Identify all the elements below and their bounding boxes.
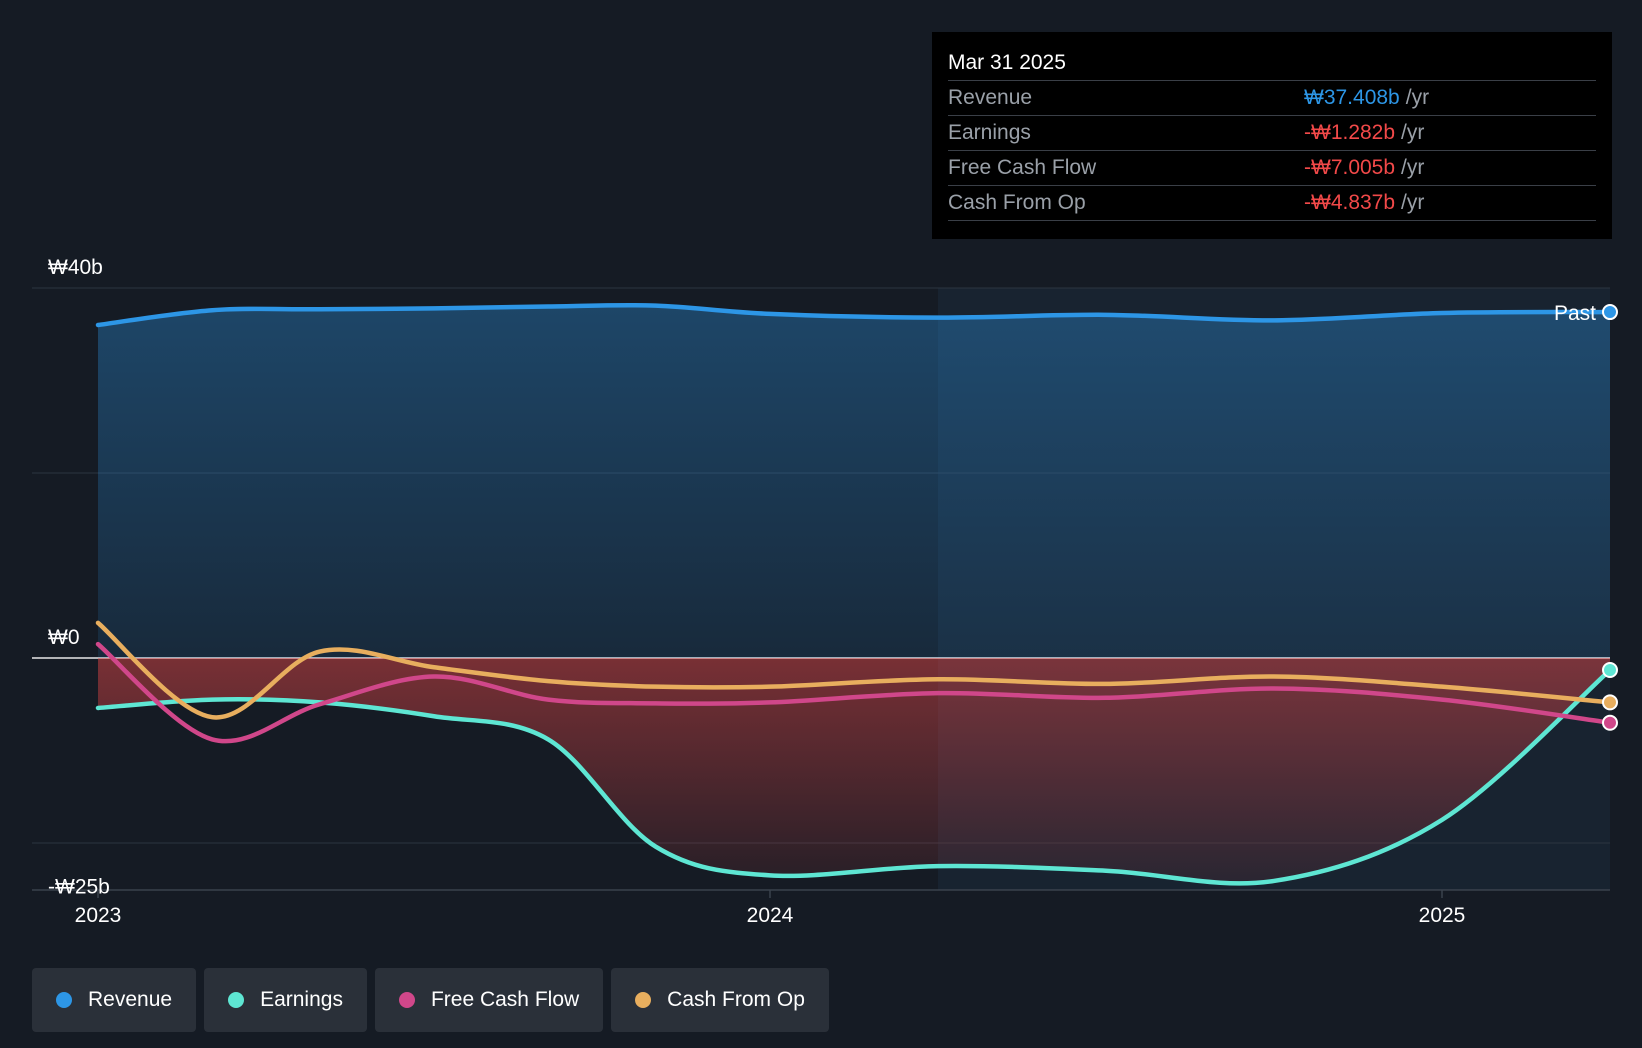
legend-item-earnings[interactable]: Earnings	[204, 968, 367, 1032]
tooltip-label: Earnings	[948, 121, 1031, 144]
y-tick-label: -₩25b	[48, 875, 110, 898]
legend-dot-icon	[635, 992, 652, 1008]
legend-dot-icon	[56, 992, 72, 1008]
legend-item-revenue[interactable]: Revenue	[32, 968, 197, 1032]
x-tick-label: 2025	[1419, 904, 1466, 927]
free-cash-flow-line	[95, 641, 1613, 744]
earnings-area	[98, 658, 1610, 884]
cash-from-op-line	[95, 620, 1613, 720]
y-tick-label: ₩40b	[48, 256, 103, 279]
tooltip-row-free-cash-flow: Free Cash Flow -₩7.005b /yr	[948, 150, 1596, 185]
cash-from-op-end-point	[1602, 694, 1618, 711]
legend-item-free-cash-flow[interactable]: Free Cash Flow	[374, 968, 604, 1032]
tooltip-value: -₩7.005b	[1304, 156, 1396, 179]
legend-dot-icon	[398, 992, 415, 1008]
tooltip-panel: Mar 31 2025 Revenue ₩37.408b /yr Earning…	[932, 32, 1612, 239]
free-cash-flow-end-point	[1602, 714, 1618, 731]
tooltip-label: Free Cash Flow	[948, 156, 1097, 179]
chart-legend: Revenue Earnings Free Cash Flow Cash Fro…	[32, 968, 829, 1032]
tooltip-row-earnings: Earnings -₩1.282b /yr	[948, 115, 1596, 150]
legend-label: Revenue	[88, 988, 173, 1011]
tooltip-unit: /yr	[1401, 156, 1425, 179]
revenue-area	[98, 305, 1610, 658]
tooltip-label: Cash From Op	[948, 191, 1086, 214]
legend-label: Free Cash Flow	[430, 988, 580, 1011]
tooltip-date: Mar 31 2025	[948, 51, 1066, 74]
revenue-end-point	[1602, 304, 1618, 321]
tooltip-value: ₩37.408b	[1304, 86, 1400, 109]
x-tick-label: 2024	[747, 904, 794, 927]
y-tick-label: ₩0	[48, 626, 80, 649]
x-tick-label: 2023	[75, 904, 122, 927]
legend-dot-icon	[228, 992, 245, 1008]
tooltip-unit: /yr	[1401, 191, 1425, 214]
past-label: Past	[1554, 302, 1596, 325]
legend-label: Earnings	[260, 988, 343, 1011]
tooltip-unit: /yr	[1401, 121, 1425, 144]
legend-item-cash-from-op[interactable]: Cash From Op	[611, 968, 829, 1032]
tooltip-value: -₩1.282b	[1304, 121, 1396, 144]
tooltip-row-cash-from-op: Cash From Op -₩4.837b /yr	[948, 185, 1596, 221]
tooltip-value: -₩4.837b	[1304, 191, 1396, 214]
legend-label: Cash From Op	[667, 988, 805, 1011]
tooltip-unit: /yr	[1405, 86, 1430, 109]
revenue-line	[95, 302, 1613, 328]
tooltip-row-revenue: Revenue ₩37.408b /yr	[948, 80, 1596, 115]
tooltip-label: Revenue	[948, 86, 1033, 109]
earnings-end-point	[1602, 662, 1618, 679]
